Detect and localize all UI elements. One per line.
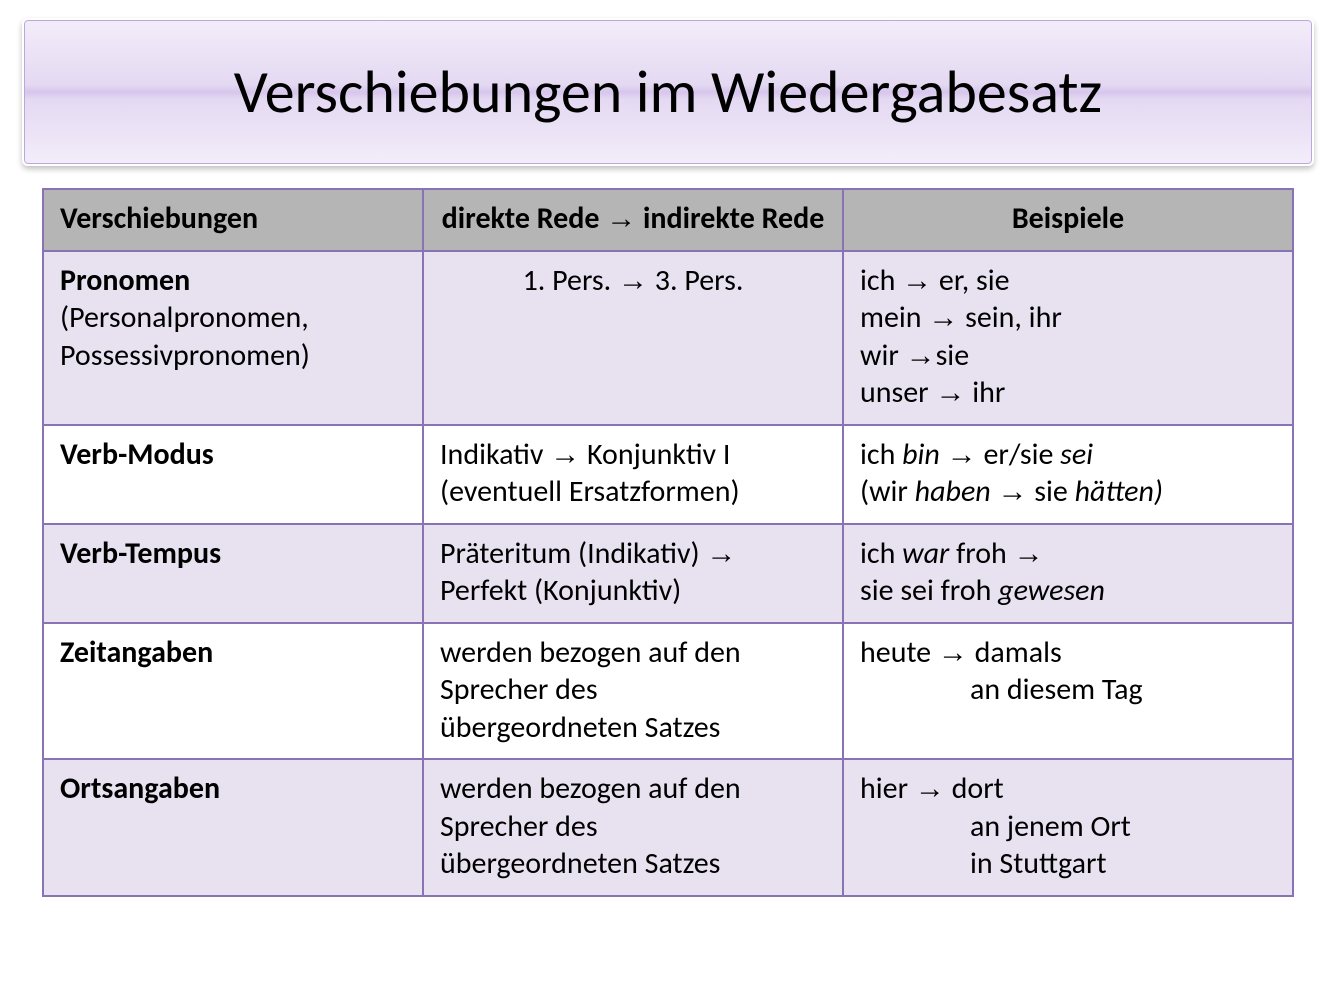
ex-text-ital: gewesen xyxy=(998,572,1105,609)
arrow-icon: → xyxy=(606,202,636,235)
mid-text: Sprecher des xyxy=(440,671,598,708)
cat-bold: Zeitangaben xyxy=(60,634,213,671)
arrow-icon: → xyxy=(928,301,958,334)
ex-text-ital: war xyxy=(902,535,949,572)
arrow-icon: → xyxy=(947,438,977,471)
ex-text-indent: an diesem Tag xyxy=(860,671,1276,709)
arrow-icon: → xyxy=(938,636,968,669)
cell-mid-pronomen: 1. Pers. → 3. Pers. xyxy=(423,251,843,425)
ex-text: froh xyxy=(949,535,1013,572)
ex-text: sein, ihr xyxy=(958,299,1061,336)
ex-text: er, sie xyxy=(932,262,1009,299)
ex-text xyxy=(991,473,998,510)
cell-mid-verbmodus: Indikativ → Konjunktiv I (eventuell Ersa… xyxy=(423,425,843,524)
ex-text: ihr xyxy=(965,374,1005,411)
arrow-icon: → xyxy=(550,438,580,471)
cat-bold: Verb-Tempus xyxy=(60,535,221,572)
ex-text: ich xyxy=(860,535,902,572)
ex-text: dort xyxy=(945,770,1004,807)
arrow-icon: → xyxy=(618,264,648,297)
arrow-icon: → xyxy=(902,264,932,297)
table-header-row: Verschiebungen direkte Rede → indirekte … xyxy=(43,189,1293,251)
table-row: Ortsangaben werden bezogen auf den Sprec… xyxy=(43,759,1293,896)
ex-text-indent: in Stuttgart xyxy=(860,845,1276,883)
shifts-table: Verschiebungen direkte Rede → indirekte … xyxy=(42,188,1294,897)
ex-text xyxy=(940,436,947,473)
ex-text-ital: sei xyxy=(1060,436,1093,473)
cat-bold: Pronomen xyxy=(60,262,190,299)
table-row: Zeitangaben werden bezogen auf den Sprec… xyxy=(43,623,1293,760)
ex-text: (wir xyxy=(860,473,915,510)
cell-ex-verbmodus: ich bin → er/sie sei (wir haben → sie hä… xyxy=(843,425,1293,524)
ex-text: sie xyxy=(1028,473,1075,510)
mid-text: 1. Pers. xyxy=(523,262,618,299)
cat-bold: Verb-Modus xyxy=(60,436,214,473)
table-row: Verb-Tempus Präteritum (Indikativ) → Per… xyxy=(43,524,1293,623)
header-c2-post: indirekte Rede xyxy=(636,200,824,237)
cell-cat-ortsangaben: Ortsangaben xyxy=(43,759,423,896)
cell-mid-zeitangaben: werden bezogen auf den Sprecher des über… xyxy=(423,623,843,760)
header-beispiele: Beispiele xyxy=(843,189,1293,251)
table-row: Verb-Modus Indikativ → Konjunktiv I (eve… xyxy=(43,425,1293,524)
cell-mid-ortsangaben: werden bezogen auf den Sprecher des über… xyxy=(423,759,843,896)
cell-ex-ortsangaben: hier → dort an jenem Ort in Stuttgart xyxy=(843,759,1293,896)
cell-ex-zeitangaben: heute → damals an diesem Tag xyxy=(843,623,1293,760)
table-row: Pronomen (Personalpronomen, Possessivpro… xyxy=(43,251,1293,425)
ex-text-ital: hätten) xyxy=(1075,473,1163,510)
ex-text: wir xyxy=(860,337,906,374)
header-verschiebungen: Verschiebungen xyxy=(43,189,423,251)
mid-text: (eventuell Ersatzformen) xyxy=(440,473,740,510)
mid-text: Sprecher des xyxy=(440,808,598,845)
cat-text: (Personalpronomen, xyxy=(60,299,309,336)
arrow-icon: → xyxy=(935,376,965,409)
cell-cat-pronomen: Pronomen (Personalpronomen, Possessivpro… xyxy=(43,251,423,425)
arrow-icon: → xyxy=(998,475,1028,508)
mid-text: 3. Pers. xyxy=(648,262,743,299)
ex-text: damals xyxy=(968,634,1062,671)
cell-mid-verbtempus: Präteritum (Indikativ) → Perfekt (Konjun… xyxy=(423,524,843,623)
mid-text: Indikativ xyxy=(440,436,550,473)
ex-text: er/sie xyxy=(977,436,1061,473)
ex-text-indent: an jenem Ort xyxy=(860,808,1276,846)
slide-title: Verschiebungen im Wiedergabesatz xyxy=(22,18,1314,166)
cell-cat-verbmodus: Verb-Modus xyxy=(43,425,423,524)
ex-text: hier xyxy=(860,770,915,807)
header-c2-pre: direkte Rede xyxy=(442,200,607,237)
mid-text: übergeordneten Satzes xyxy=(440,845,720,882)
ex-text: sie xyxy=(936,337,970,374)
mid-text: werden bezogen auf den xyxy=(440,634,741,671)
header-direkte-indirekte: direkte Rede → indirekte Rede xyxy=(423,189,843,251)
cat-bold: Ortsangaben xyxy=(60,770,220,807)
ex-text: heute xyxy=(860,634,938,671)
arrow-icon: → xyxy=(915,772,945,805)
mid-text: Konjunktiv I xyxy=(580,436,730,473)
cell-ex-verbtempus: ich war froh → sie sei froh gewesen xyxy=(843,524,1293,623)
mid-text: Präteritum (Indikativ) xyxy=(440,535,706,572)
cell-ex-pronomen: ich → er, sie mein → sein, ihr wir →sie … xyxy=(843,251,1293,425)
cell-cat-verbtempus: Verb-Tempus xyxy=(43,524,423,623)
cat-text: Possessivpronomen) xyxy=(60,337,310,374)
ex-text: sie sei froh xyxy=(860,572,998,609)
cell-cat-zeitangaben: Zeitangaben xyxy=(43,623,423,760)
arrow-icon: → xyxy=(906,339,936,372)
ex-text: unser xyxy=(860,374,935,411)
ex-text-ital: bin xyxy=(902,436,940,473)
ex-text: mein xyxy=(860,299,928,336)
ex-text: ich xyxy=(860,262,902,299)
ex-text-ital: haben xyxy=(915,473,991,510)
mid-text: übergeordneten Satzes xyxy=(440,709,720,746)
mid-text: werden bezogen auf den xyxy=(440,770,741,807)
arrow-icon: → xyxy=(706,537,736,570)
ex-text: ich xyxy=(860,436,902,473)
arrow-icon: → xyxy=(1014,537,1044,570)
mid-text: Perfekt (Konjunktiv) xyxy=(440,572,681,609)
